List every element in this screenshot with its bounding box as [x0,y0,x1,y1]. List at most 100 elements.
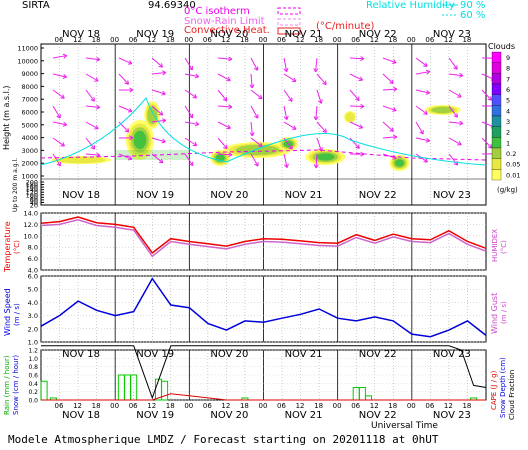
wind-arrow-head [487,144,493,149]
wind-arrow [250,73,253,88]
wind-arrow [250,57,259,71]
top-hour-tick-label: 18 [314,36,323,44]
wind-arrow [448,153,459,166]
top-hour-tick-label: 12 [221,36,230,44]
wind-arrow [52,137,65,147]
height-tick-label: 80 [30,194,38,202]
rain-bar [161,380,169,401]
top-hour-tick-label: 06 [129,36,138,44]
precip-series-line [41,393,486,401]
bottom-day-label: NOV 20 [210,410,248,421]
wind-arrow-head [419,129,424,135]
wind-arrow-head [188,65,193,71]
top-hour-tick-label: 00 [259,36,268,44]
wind-arrow [448,137,462,146]
height-panel-day-label: NOV 19 [136,190,174,201]
wind-arrow [217,105,233,108]
clouds-scale-label: 5 [506,97,510,105]
bottom-hour-tick-label: 06 [55,402,64,410]
top-day-label: NOV 19 [136,29,174,40]
wind-arrow [415,137,430,142]
temperature-axis-unit: (°C) [13,240,21,254]
bottom-day-label: NOV 19 [136,410,174,421]
wind-arrow [283,89,293,102]
wind-arrow-head [288,145,293,150]
clouds-scale-swatch [491,51,502,63]
top-hour-tick-label: 06 [425,36,434,44]
wind-arrow-head [124,128,130,133]
bottom-hour-tick-label: 06 [425,402,434,410]
precip-tick-label: 0.4 [28,381,38,388]
clouds-unit: (g/kg) [497,186,518,194]
wind-arrow-head [389,79,394,85]
temperature-series-line [40,219,487,258]
top-hour-tick-label: 00 [333,36,342,44]
wind-arrow-head [358,76,364,81]
wind-arrow-head [457,93,462,98]
wind-arrow [52,89,65,99]
wind-arrow-head [192,93,198,99]
wind-arrow [184,105,194,119]
top-hour-tick-label: 12 [370,36,379,44]
wind-arrow-head [254,114,259,119]
precip-tick-label: 1.0 [28,356,38,363]
wind-arrow [316,73,327,85]
wind-arrow [184,153,194,166]
top-hour-tick-label: 18 [462,36,471,44]
wind-arrow-head [96,104,101,110]
snow-depth-axis-label: Snow Depth (cm) [499,357,507,418]
rh-legend-90: 90 % [460,0,485,11]
wind-arrow [349,121,363,129]
height-panel-day-label: NOV 21 [285,190,323,201]
bottom-hour-tick-label: 00 [259,402,268,410]
wind-arrow [283,153,288,168]
wind-arrow [118,57,132,65]
wind-arrow-head [258,94,263,100]
wind-arrow [217,73,231,82]
wind-arrow-head [322,80,327,86]
isotherm-legend-label: 0°C isotherm [184,6,250,17]
wind-arrow-head [62,74,67,79]
wind-tick-label: 5.0 [28,286,38,294]
top-hour-tick-label: 12 [296,36,305,44]
clouds-scale-swatch [491,73,502,85]
wind-arrow [250,89,263,100]
clouds-scale-swatch [491,158,502,170]
wind-arrow-head [425,90,430,95]
wind-tick-label: 3.0 [28,312,38,320]
temperature-tick-label: 10.0 [24,232,38,240]
snow-axis-label: Snow (cm / hour) [12,355,20,415]
wind-arrow-head [161,138,166,144]
wind-arrow [349,57,365,60]
bottom-hour-tick-label: 00 [333,402,342,410]
clouds-scale-swatch [491,115,502,127]
wind-arrow-head [453,65,458,70]
top-hour-tick-label: 00 [110,36,119,44]
wind-arrow [382,136,397,139]
cloud-blob [316,153,335,161]
wind-arrow-head [393,134,398,140]
wind-arrow-head [62,121,68,127]
height-tick-label: 200 [26,179,38,187]
station-name: SIRTA [22,0,50,11]
wind-arrow [382,121,394,132]
wind-arrow [184,121,199,125]
wind-arrow-head [393,86,398,92]
bottom-hour-tick-label: 18 [462,402,471,410]
wind-arrow [151,137,166,143]
wind-axis-unit: (m / s) [13,303,21,326]
height-tick-label: 1000 [21,173,38,181]
wind-arrow-head [60,142,65,147]
wind-arrow-head [423,110,428,115]
clouds-scale-swatch [491,169,502,181]
clouds-scale-label: 8 [506,65,510,73]
wind-arrow [85,137,96,150]
wind-arrow [382,57,397,64]
wind-arrow [184,73,199,78]
wind-arrow [382,88,398,91]
temperature-tick-label: 12.0 [24,221,38,229]
bottom-hour-tick-label: 00 [184,402,193,410]
clouds-scale-label: 1 [506,139,510,147]
top-hour-tick-label: 18 [240,36,249,44]
wind-arrow-head [392,107,397,112]
